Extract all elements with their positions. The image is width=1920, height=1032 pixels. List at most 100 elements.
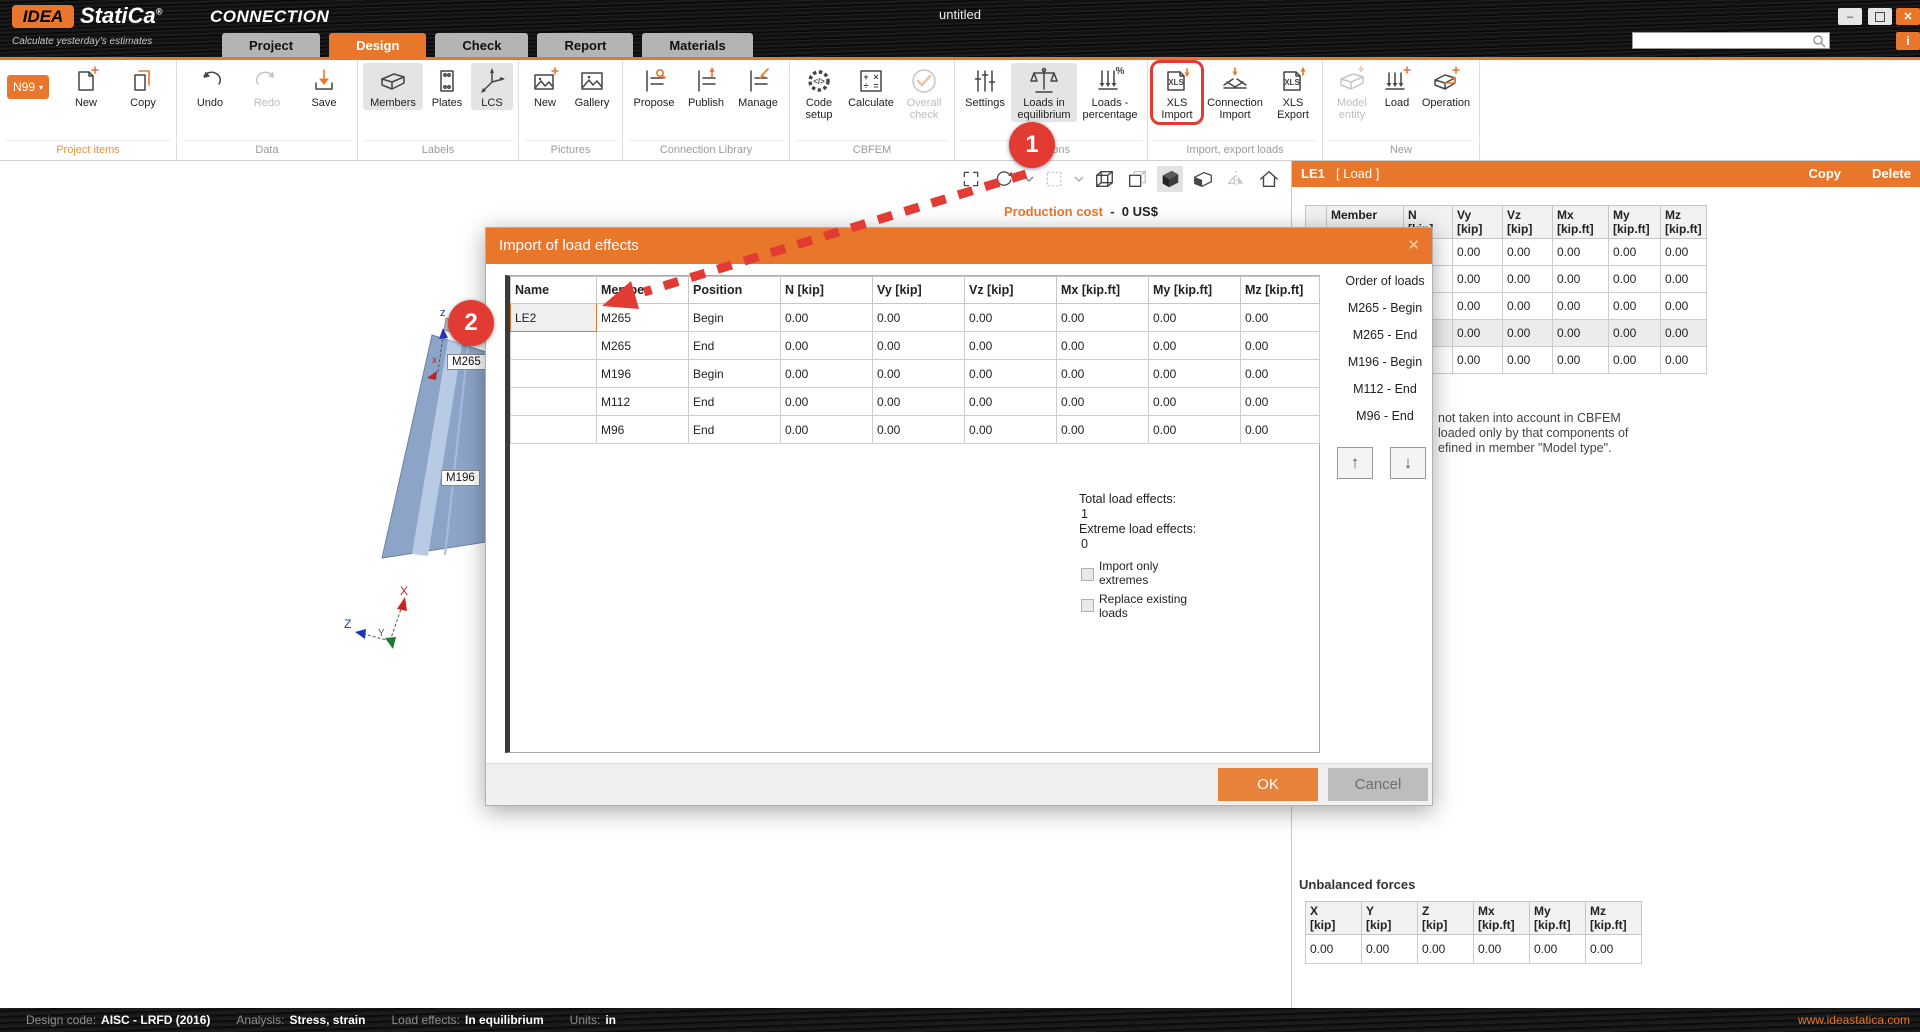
table-cell[interactable]: 0.00 [964, 303, 1057, 332]
table-cell[interactable] [510, 359, 597, 388]
table-cell[interactable]: 0.00 [780, 415, 873, 444]
solid-view-button[interactable] [1157, 166, 1183, 192]
tab-check[interactable]: Check [435, 33, 529, 57]
table-cell[interactable]: End [688, 415, 781, 444]
table-cell[interactable]: 0.00 [1056, 415, 1149, 444]
save-button[interactable]: Save [296, 63, 352, 110]
table-cell[interactable]: 0.00 [1240, 331, 1320, 360]
table-cell[interactable]: 0.00 [872, 359, 965, 388]
table-cell[interactable]: 0.00 [1502, 238, 1553, 266]
table-cell[interactable]: 0.00 [1056, 387, 1149, 416]
tab-project[interactable]: Project [222, 33, 321, 57]
table-cell[interactable]: 0.00 [1452, 346, 1503, 374]
table-cell[interactable]: M96 [596, 415, 689, 444]
info-button[interactable]: i [1896, 32, 1920, 50]
table-cell[interactable]: 0.00 [1502, 319, 1553, 347]
select-caret-icon[interactable] [1074, 176, 1084, 183]
table-cell[interactable]: 0.00 [780, 359, 873, 388]
operation-button[interactable]: Operation [1418, 63, 1474, 110]
table-cell[interactable]: 0.00 [1660, 292, 1707, 320]
lcs-toggle[interactable]: LCS [471, 63, 513, 110]
select-tool-button[interactable] [1041, 166, 1067, 192]
table-cell[interactable]: 0.00 [780, 331, 873, 360]
table-cell[interactable]: 0.00 [1056, 331, 1149, 360]
table-cell[interactable]: LE2 [510, 303, 597, 332]
table-cell[interactable]: 0.00 [964, 415, 1057, 444]
connection-import-button[interactable]: Connection Import [1202, 63, 1268, 122]
copy-load-button[interactable]: Copy [1808, 166, 1842, 181]
table-cell[interactable]: 0.00 [1148, 359, 1241, 388]
move-down-button[interactable]: ↓ [1390, 447, 1426, 479]
table-cell[interactable]: 0.00 [1608, 346, 1661, 374]
undo-button[interactable]: Undo [182, 63, 238, 110]
table-cell[interactable]: Begin [688, 359, 781, 388]
replace-existing-loads-checkbox[interactable] [1081, 599, 1094, 612]
close-button[interactable]: ✕ [1896, 8, 1920, 25]
table-cell[interactable]: 0.00 [872, 303, 965, 332]
table-cell[interactable]: 0.00 [1240, 303, 1320, 332]
table-cell[interactable]: M196 [596, 359, 689, 388]
rotate-caret-icon[interactable] [1024, 176, 1034, 183]
table-cell[interactable]: 0.00 [1240, 359, 1320, 388]
new-project-item-button[interactable]: New [58, 63, 114, 110]
table-cell[interactable]: 0.00 [1148, 387, 1241, 416]
table-cell[interactable]: 0.00 [1148, 331, 1241, 360]
table-cell[interactable]: 0.00 [872, 387, 965, 416]
table-cell[interactable]: 0.00 [1608, 265, 1661, 293]
table-cell[interactable]: 0.00 [872, 415, 965, 444]
table-cell[interactable]: M265 [596, 331, 689, 360]
table-cell[interactable]: 0.00 [1148, 303, 1241, 332]
publish-button[interactable]: Publish [681, 63, 731, 110]
section-view-button[interactable] [1190, 166, 1216, 192]
table-cell[interactable]: 0.00 [1552, 292, 1609, 320]
table-cell[interactable]: 0.00 [964, 387, 1057, 416]
zoom-extents-button[interactable] [958, 166, 984, 192]
gallery-button[interactable]: Gallery [567, 63, 617, 110]
propose-button[interactable]: Propose [628, 63, 680, 110]
table-cell[interactable]: 0.00 [872, 331, 965, 360]
load-button[interactable]: Load [1377, 63, 1417, 110]
table-cell[interactable]: 0.00 [1608, 319, 1661, 347]
table-cell[interactable]: 0.00 [1502, 292, 1553, 320]
xls-import-button[interactable]: XLS XLS Import [1150, 60, 1204, 125]
code-setup-button[interactable]: </> Code setup [795, 63, 843, 122]
new-picture-button[interactable]: New [524, 63, 566, 110]
hidden-line-view-button[interactable] [1124, 166, 1150, 192]
tab-report[interactable]: Report [537, 33, 634, 57]
table-cell[interactable]: M112 [596, 387, 689, 416]
dialog-title-bar[interactable]: Import of load effects [486, 228, 1432, 264]
table-cell[interactable]: 0.00 [1148, 415, 1241, 444]
tab-materials[interactable]: Materials [642, 33, 753, 57]
table-cell[interactable]: 0.00 [1552, 319, 1609, 347]
project-item-selector[interactable]: N99 ▾ [7, 75, 49, 99]
xls-export-button[interactable]: XLS XLS Export [1269, 63, 1317, 122]
tab-design[interactable]: Design [329, 33, 427, 57]
minimize-button[interactable]: – [1838, 8, 1862, 25]
table-cell[interactable] [510, 415, 597, 444]
table-cell[interactable]: 0.00 [1660, 265, 1707, 293]
table-cell[interactable]: 0.00 [780, 387, 873, 416]
table-cell[interactable]: 0.00 [1452, 265, 1503, 293]
loads-in-equilibrium-toggle[interactable]: Loads in equilibrium [1011, 63, 1077, 122]
move-up-button[interactable]: ↑ [1337, 447, 1373, 479]
table-cell[interactable]: 0.00 [1660, 346, 1707, 374]
table-cell[interactable]: 0.00 [1552, 238, 1609, 266]
table-cell[interactable] [510, 387, 597, 416]
table-cell[interactable]: 0.00 [1452, 238, 1503, 266]
table-cell[interactable]: 0.00 [1552, 346, 1609, 374]
order-of-loads-item[interactable]: M96 - End [1356, 409, 1414, 423]
table-cell[interactable]: 0.00 [1056, 303, 1149, 332]
table-cell[interactable]: 0.00 [1502, 265, 1553, 293]
search-input[interactable] [1632, 32, 1830, 49]
settings-button[interactable]: Settings [960, 63, 1010, 110]
table-cell[interactable]: End [688, 331, 781, 360]
table-cell[interactable]: 0.00 [1240, 387, 1320, 416]
table-cell[interactable]: 0.00 [780, 303, 873, 332]
mirror-view-button[interactable] [1223, 166, 1249, 192]
table-cell[interactable]: 0.00 [1452, 319, 1503, 347]
table-cell[interactable]: 0.00 [1552, 265, 1609, 293]
table-cell[interactable]: End [688, 387, 781, 416]
cancel-button[interactable]: Cancel [1328, 768, 1428, 801]
table-cell[interactable]: 0.00 [1056, 359, 1149, 388]
order-of-loads-item[interactable]: M265 - End [1352, 328, 1418, 342]
